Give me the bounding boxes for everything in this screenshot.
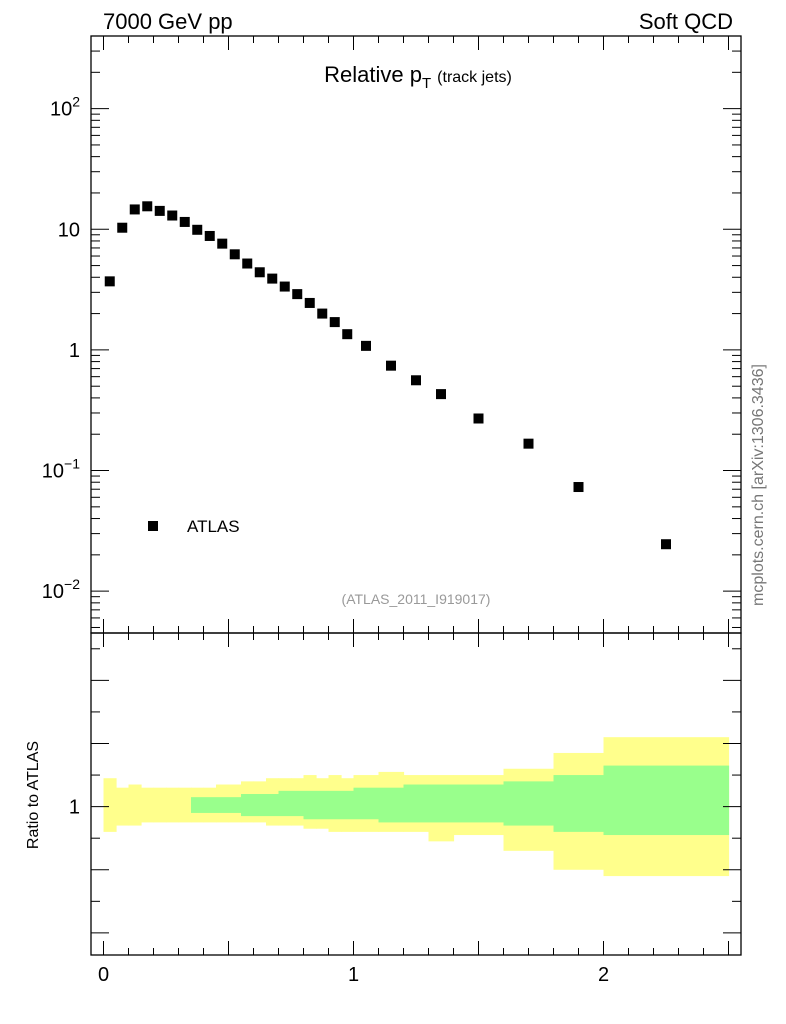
data-point xyxy=(229,249,240,260)
x-tick-label: 2 xyxy=(598,964,609,986)
data-point xyxy=(411,375,421,386)
total-uncertainty-band xyxy=(116,787,130,826)
data-point xyxy=(279,281,290,292)
data-point xyxy=(242,258,253,269)
stat-uncertainty-band xyxy=(191,797,205,813)
stat-uncertainty-band xyxy=(241,794,255,817)
data-point xyxy=(573,482,584,493)
stat-uncertainty-band xyxy=(328,790,342,820)
plot-title: Relative pT (track jets) xyxy=(324,62,512,92)
data-point xyxy=(317,308,328,319)
plot-title-suffix: (track jets) xyxy=(437,69,512,86)
data-point xyxy=(329,317,340,328)
total-uncertainty-band xyxy=(153,787,167,823)
y-tick-label: 10−1 xyxy=(42,456,80,483)
stat-uncertainty-band xyxy=(603,765,730,836)
analysis-id: (ATLAS_2011_I919017) xyxy=(342,591,491,607)
stat-uncertainty-band xyxy=(503,781,555,826)
stat-uncertainty-band xyxy=(303,790,317,820)
y-tick-label: 1 xyxy=(69,340,80,362)
y-tick-label: 102 xyxy=(50,94,80,121)
stat-uncertainty-band xyxy=(228,797,242,813)
plot-title-subscript: T xyxy=(422,75,431,92)
stat-uncertainty-band xyxy=(253,794,267,817)
y-tick-label: 10−2 xyxy=(42,576,80,603)
ratio-bands xyxy=(103,737,730,877)
data-point xyxy=(292,289,303,300)
data-point xyxy=(192,224,203,235)
ratio-plot-frame xyxy=(90,632,742,956)
data-point xyxy=(361,340,371,351)
total-uncertainty-band xyxy=(128,784,142,826)
stat-uncertainty-band xyxy=(203,797,217,813)
ratio-y-tick-label: 1 xyxy=(69,797,80,819)
data-point xyxy=(129,204,140,215)
stat-uncertainty-band xyxy=(216,797,230,813)
x-tick-label: 0 xyxy=(98,964,109,986)
total-uncertainty-band xyxy=(166,787,180,823)
plot-title-main: Relative p xyxy=(324,62,422,87)
total-uncertainty-band xyxy=(141,787,155,823)
main-plot-panel: Relative pT (track jets) (ATLAS_2011_I919… xyxy=(42,35,742,634)
y-tick-label: 10 xyxy=(58,219,80,241)
data-point xyxy=(179,216,190,227)
total-uncertainty-band xyxy=(103,778,117,832)
stat-uncertainty-band xyxy=(278,790,292,817)
data-point xyxy=(523,438,534,449)
data-points xyxy=(104,201,671,550)
legend-marker xyxy=(148,521,158,531)
data-point xyxy=(142,201,153,212)
stat-uncertainty-band xyxy=(428,784,455,823)
stat-uncertainty-band xyxy=(341,790,355,820)
legend-label: ATLAS xyxy=(187,517,240,536)
data-point xyxy=(154,205,165,216)
data-point xyxy=(473,413,484,424)
total-uncertainty-band xyxy=(178,787,192,823)
x-tick-label: 1 xyxy=(348,964,359,986)
data-point xyxy=(342,329,353,340)
data-point xyxy=(386,360,396,371)
data-point xyxy=(267,273,278,284)
data-point xyxy=(254,267,265,278)
data-point xyxy=(204,230,215,241)
stat-uncertainty-band xyxy=(316,790,330,820)
header-right: Soft QCD xyxy=(639,9,733,34)
stat-uncertainty-band xyxy=(353,787,380,820)
data-point xyxy=(661,539,671,550)
stat-uncertainty-band xyxy=(453,784,505,823)
stat-uncertainty-band xyxy=(266,794,280,817)
side-label: mcplots.cern.ch [arXiv:1306.3436] xyxy=(750,364,767,606)
data-point xyxy=(117,222,128,233)
header-left: 7000 GeV pp xyxy=(103,9,233,34)
data-point xyxy=(436,389,446,400)
main-plot-frame xyxy=(90,35,742,634)
stat-uncertainty-band xyxy=(291,790,305,817)
data-point xyxy=(304,297,315,308)
data-point xyxy=(167,210,178,221)
stat-uncertainty-band xyxy=(378,787,405,823)
ratio-plot-panel: Ratio to ATLAS 1 0 1 2 xyxy=(25,632,742,986)
data-point xyxy=(217,238,228,249)
stat-uncertainty-band xyxy=(553,775,605,832)
data-point xyxy=(104,276,115,287)
stat-uncertainty-band xyxy=(403,784,430,823)
ratio-y-axis-label: Ratio to ATLAS xyxy=(25,741,42,849)
